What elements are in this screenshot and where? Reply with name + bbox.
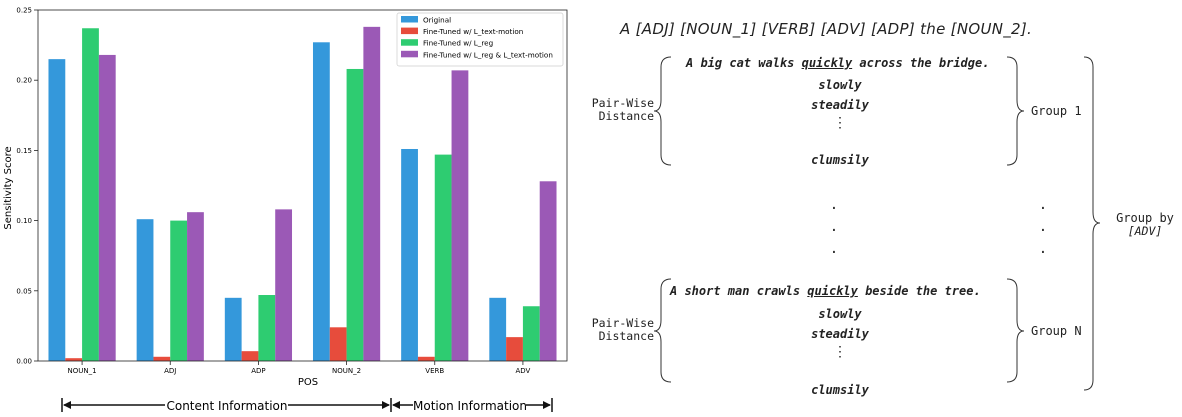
pairwise-line-2: Distance: [598, 109, 654, 123]
bar-verb-series-3: [434, 154, 452, 361]
group-by-label: Group by [ADV]: [1108, 212, 1182, 238]
legend-label: Fine-Tuned w/ L_text-motion: [423, 27, 523, 36]
x-tick-label: VERB: [425, 367, 444, 375]
legend-label: Fine-Tuned w/ L_reg & L_text-motion: [423, 50, 553, 59]
groupN-alt-1: slowly: [818, 307, 862, 321]
group-by-line-1: Group by: [1116, 212, 1174, 225]
x-tick-label: NOUN_2: [332, 367, 361, 375]
group1-alt-1: slowly: [818, 78, 862, 92]
bar-noun-2-series-1: [312, 42, 330, 362]
legend-swatch: [401, 50, 418, 58]
pairwise-line-1: Pair-Wise: [591, 96, 654, 110]
bar-adj-series-2: [153, 356, 171, 361]
x-axis-label: POS: [298, 377, 318, 388]
groupN-highlight: quickly: [807, 284, 858, 298]
sentence-template: A [ADJ] [NOUN_1] [VERB] [ADV] [ADP] the …: [620, 20, 1033, 38]
pairwise-line-1b: Pair-Wise: [591, 316, 654, 330]
y-tick-label: 0.10: [16, 217, 32, 225]
middle-ellipsis: · · ·: [829, 201, 839, 261]
group1-suffix: across the bridge.: [852, 56, 990, 70]
bar-adj-series-4: [187, 212, 204, 361]
group1-alt-3: clumsily: [811, 153, 869, 167]
legend-swatch: [401, 27, 418, 35]
groupN-ellipsis: ⋮: [833, 344, 847, 360]
y-tick-label: 0.05: [16, 287, 32, 295]
motion-information-label: Motion Information: [413, 399, 527, 413]
legend-label: Fine-Tuned w/ L_reg: [423, 39, 493, 48]
bar-noun-1-series-2: [65, 358, 83, 361]
bar-noun-1-series-4: [98, 54, 116, 361]
plot-frame: [37, 9, 568, 362]
bar-noun-2-series-4: [363, 26, 381, 362]
groupN-left-brace: [653, 278, 672, 383]
bar-adp-series-4: [275, 209, 293, 361]
group1-label: Group 1: [1031, 104, 1082, 118]
y-tick-label: 0.00: [16, 358, 32, 366]
group1-sentence: A big cat walks quickly across the bridg…: [686, 56, 989, 70]
bar-noun-1-series-3: [82, 28, 99, 361]
bar-adp-series-3: [258, 295, 276, 361]
x-tick-label: ADV: [515, 367, 530, 375]
bar-chart: Sensitivity Score POS 0.00 0.05 0.10 0.15 0.…: [3, 7, 568, 413]
legend-box: [396, 12, 564, 67]
groupN-prefix: A short man crawls: [670, 284, 808, 298]
bar-adv-series-3: [522, 306, 540, 361]
x-tick-label: ADP: [251, 367, 265, 375]
legend-swatch: [401, 39, 418, 46]
x-tick-label: NOUN_1: [68, 367, 97, 375]
group-by-line-2: [ADV]: [1127, 224, 1163, 238]
motion-bracket: Motion Information: [392, 398, 553, 413]
groupN-right-brace: [1006, 278, 1025, 383]
y-tick-label: 0.25: [16, 7, 32, 15]
group1-left-brace: [653, 56, 672, 166]
bar-verb-series-4: [451, 70, 469, 361]
groupN-label: Group N: [1031, 324, 1082, 338]
groupN-sentence: A short man crawls quickly beside the tr…: [670, 284, 981, 298]
group1-highlight: quickly: [801, 56, 853, 70]
group-by-brace: [1083, 56, 1101, 391]
bar-adj-series-1: [136, 219, 154, 361]
pairwise-line-2b: Distance: [598, 329, 654, 343]
groupN-alt-2: steadily: [811, 327, 869, 341]
content-information-label: Content Information: [166, 399, 287, 413]
bar-verb-series-2: [417, 356, 435, 361]
group1-ellipsis: ⋮: [833, 115, 847, 131]
right-ellipsis: · · ·: [1038, 201, 1048, 261]
bar-adp-series-1: [224, 297, 242, 361]
y-axis-label: Sensitivity Score: [3, 146, 14, 229]
group1-right-brace: [1006, 56, 1025, 166]
bar-noun-1-series-1: [48, 59, 66, 361]
legend-label: Original: [423, 16, 451, 25]
bar-verb-series-1: [401, 148, 418, 361]
y-tick-label: 0.20: [16, 77, 32, 85]
x-tick-label: ADJ: [164, 367, 176, 375]
legend-swatch: [401, 16, 418, 23]
groupN-alt-3: clumsily: [811, 383, 869, 397]
bar-adv-series-1: [489, 297, 507, 361]
bar-adp-series-2: [241, 351, 259, 361]
group1-prefix: A big cat walks: [686, 56, 802, 70]
bar-adv-series-4: [539, 181, 557, 361]
bar-noun-2-series-2: [329, 327, 347, 361]
pairwise-label-2: Pair-Wise Distance: [582, 317, 654, 343]
bar-noun-2-series-3: [346, 68, 364, 361]
y-tick-label: 0.15: [16, 147, 32, 155]
bar-adj-series-3: [170, 220, 188, 361]
bar-adv-series-2: [506, 337, 523, 361]
content-bracket: Content Information: [61, 398, 392, 413]
pairwise-label-1: Pair-Wise Distance: [582, 97, 654, 123]
group1-alt-2: steadily: [811, 98, 869, 112]
groupN-suffix: beside the tree.: [857, 284, 981, 298]
legend: Original Fine-Tuned w/ L_text-motion Fine-…: [396, 12, 564, 67]
